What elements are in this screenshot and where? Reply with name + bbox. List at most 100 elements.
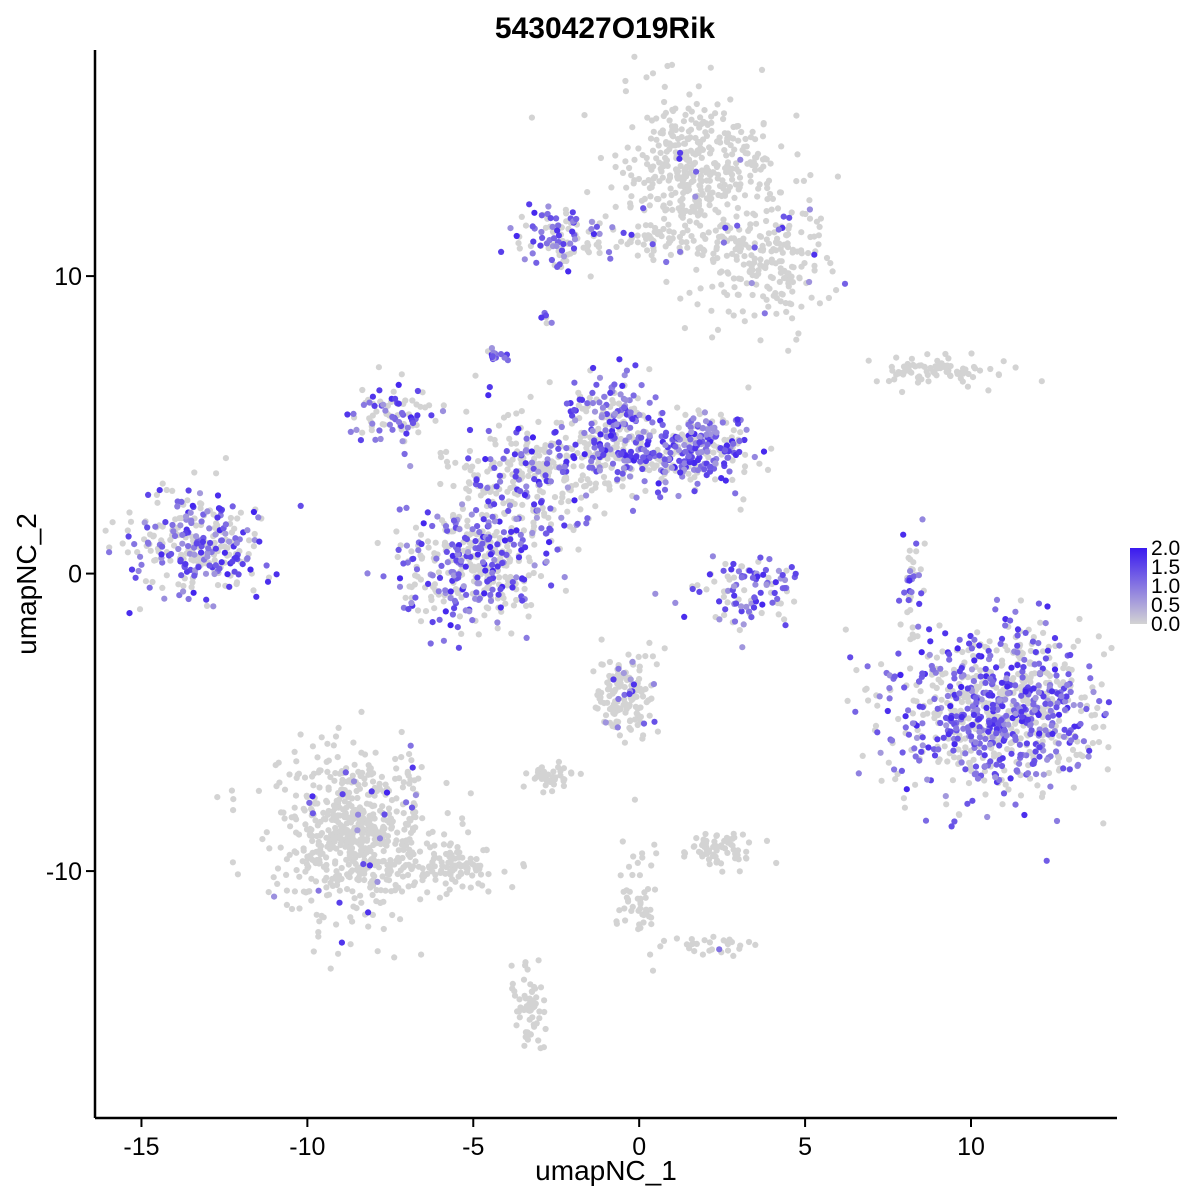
cell-point <box>1031 661 1038 668</box>
cell-point <box>134 549 141 556</box>
cell-point <box>922 817 930 824</box>
cell-point <box>598 414 605 421</box>
cell-point <box>944 692 952 700</box>
cell-point <box>681 613 688 621</box>
cell-point <box>738 608 745 615</box>
cell-point <box>185 487 192 494</box>
cell-point <box>409 825 417 832</box>
cell-point <box>492 441 499 448</box>
cell-point <box>487 435 494 442</box>
cell-point <box>518 213 525 220</box>
cell-point <box>981 768 989 775</box>
cell-point <box>951 670 958 677</box>
cell-point <box>741 143 748 150</box>
cell-point <box>966 640 973 647</box>
cell-point <box>729 151 736 158</box>
cell-point <box>308 826 315 833</box>
cell-point <box>394 553 401 561</box>
cell-point <box>555 232 563 239</box>
cell-point <box>188 584 195 591</box>
cell-point <box>643 449 650 456</box>
cell-point <box>689 178 696 185</box>
cell-point <box>599 404 607 411</box>
cell-point <box>951 754 958 761</box>
cell-point <box>647 951 654 958</box>
cell-point <box>350 410 357 417</box>
cell-point <box>469 617 476 624</box>
cell-point <box>203 602 211 610</box>
cell-point <box>765 574 772 581</box>
cell-point <box>553 215 560 222</box>
cell-point <box>999 703 1006 710</box>
cell-point <box>376 835 384 842</box>
cell-point <box>323 874 330 881</box>
cell-point <box>743 603 750 610</box>
cell-point <box>864 663 871 670</box>
cell-point <box>778 290 785 297</box>
cell-point <box>646 399 653 406</box>
cell-point <box>621 372 628 379</box>
cell-point <box>410 555 417 562</box>
cell-point <box>742 150 749 157</box>
cell-point <box>1012 364 1019 371</box>
cell-point <box>400 846 407 854</box>
cell-point <box>596 467 604 474</box>
cell-point <box>432 539 439 546</box>
cell-point <box>185 543 192 550</box>
cell-point <box>485 536 492 543</box>
cell-point <box>438 454 445 461</box>
cell-point <box>497 351 505 358</box>
cell-point <box>676 155 683 162</box>
cell-point <box>680 118 688 125</box>
cell-point <box>311 800 319 807</box>
cell-point <box>1045 714 1052 721</box>
cell-point <box>520 783 527 790</box>
cell-point <box>491 556 498 564</box>
cell-point <box>392 395 399 402</box>
cell-point <box>730 427 737 434</box>
cell-point <box>589 389 596 396</box>
cell-point <box>1073 751 1080 759</box>
cell-point <box>196 490 204 497</box>
cell-point <box>179 540 186 547</box>
cell-point <box>682 448 689 455</box>
cell-point <box>655 142 662 149</box>
cell-point <box>171 532 179 540</box>
cell-point <box>783 308 790 315</box>
cell-point <box>212 531 219 538</box>
cell-point <box>479 559 487 566</box>
cell-point <box>941 743 948 750</box>
cell-point <box>749 128 756 135</box>
cell-point <box>338 780 346 787</box>
cell-point <box>382 887 389 894</box>
cell-point <box>406 780 413 787</box>
cell-point <box>222 530 229 537</box>
cell-point <box>584 515 591 522</box>
cell-point <box>699 951 707 958</box>
cell-point <box>1056 732 1063 739</box>
cell-point <box>567 240 574 247</box>
cell-point <box>189 502 196 509</box>
cell-point <box>349 888 356 895</box>
cell-point <box>341 812 348 819</box>
cell-point <box>539 489 547 496</box>
cell-point <box>683 239 690 246</box>
cell-point <box>562 434 569 441</box>
cell-point <box>396 575 404 582</box>
colorbar-tick-label: 1.0 <box>1151 575 1180 598</box>
cell-point <box>338 939 345 946</box>
cell-point <box>522 447 529 454</box>
cell-point <box>1104 766 1111 773</box>
cell-point <box>897 671 904 679</box>
cell-point <box>689 941 696 948</box>
cell-point <box>125 533 132 540</box>
cell-point <box>723 252 731 259</box>
cell-point <box>661 215 668 222</box>
cell-point <box>888 363 895 370</box>
cell-point <box>1039 790 1046 797</box>
cell-point <box>508 440 515 447</box>
cell-point <box>405 861 412 868</box>
cell-point <box>424 889 431 896</box>
cell-point <box>921 363 928 370</box>
cell-point <box>592 503 599 510</box>
